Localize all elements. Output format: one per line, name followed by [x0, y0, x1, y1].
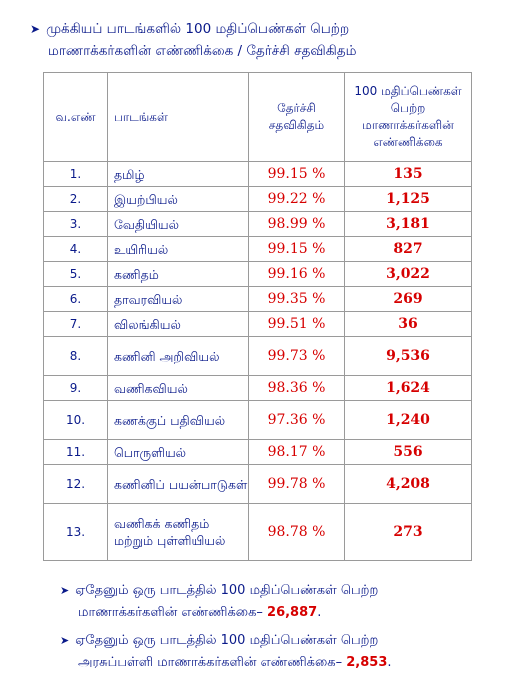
cell-sno: 8.: [43, 336, 108, 376]
cell-subject: தமிழ்: [107, 161, 249, 187]
footer-note-2: ➤ ஏதேனும் ஒரு பாடத்தில் 100 மதிப்பெண்கள் …: [60, 633, 392, 670]
cell-pass-percentage: 99.73 %: [248, 336, 345, 376]
heading-line-1: முக்கியப் பாடங்களில் 100 மதிப்பெண்கள் பெ…: [46, 21, 350, 37]
results-table: வ.எண் பாடங்கள் தேர்ச்சி சதவிகிதம் 100 மத…: [43, 72, 472, 561]
header-pass-percentage: தேர்ச்சி சதவிகிதம்: [248, 72, 345, 162]
cell-sno: 1.: [43, 161, 108, 187]
cell-pass-percentage: 98.17 %: [248, 439, 345, 465]
cell-sno: 6.: [43, 286, 108, 312]
table-row: 10. கணக்குப் பதிவியல் 97.36 % 1,240: [43, 400, 472, 440]
cell-centum-count: 556: [344, 439, 472, 465]
cell-pass-percentage: 97.36 %: [248, 400, 345, 440]
note2-line1: ஏதேனும் ஒரு பாடத்தில் 100 மதிப்பெண்கள் ப…: [75, 633, 379, 648]
cell-subject: வணிகவியல்: [107, 375, 249, 401]
header-subject: பாடங்கள்: [107, 72, 249, 162]
cell-pass-percentage: 98.36 %: [248, 375, 345, 401]
cell-sno: 3.: [43, 211, 108, 237]
table-row: 2. இயற்பியல் 99.22 % 1,125: [43, 186, 472, 212]
cell-centum-count: 1,240: [344, 400, 472, 440]
cell-centum-count: 3,181: [344, 211, 472, 237]
cell-sno: 13.: [43, 503, 108, 561]
table-row: 11. பொருளியல் 98.17 % 556: [43, 439, 472, 465]
cell-centum-count: 269: [344, 286, 472, 312]
cell-sno: 7.: [43, 311, 108, 337]
header-sno: வ.எண்: [43, 72, 108, 162]
arrow-bullet-icon: ➤: [60, 584, 70, 597]
table-row: 12. கணினிப் பயன்பாடுகள் 99.78 % 4,208: [43, 464, 472, 504]
cell-pass-percentage: 99.16 %: [248, 261, 345, 287]
table-row: 6. தாவரவியல் 99.35 % 269: [43, 286, 472, 312]
cell-subject: இயற்பியல்: [107, 186, 249, 212]
cell-centum-count: 1,624: [344, 375, 472, 401]
note2-value: 2,853: [346, 655, 388, 670]
cell-subject: பொருளியல்: [107, 439, 249, 465]
cell-subject: வேதியியல்: [107, 211, 249, 237]
cell-pass-percentage: 98.99 %: [248, 211, 345, 237]
cell-sno: 2.: [43, 186, 108, 212]
note1-line1: ஏதேனும் ஒரு பாடத்தில் 100 மதிப்பெண்கள் ப…: [75, 583, 379, 598]
table-row: 9. வணிகவியல் 98.36 % 1,624: [43, 375, 472, 401]
arrow-bullet-icon: ➤: [30, 22, 41, 36]
cell-subject: தாவரவியல்: [107, 286, 249, 312]
heading-line-2: மாணாக்கர்களின் எண்ணிக்கை / தேர்ச்சி சதவி…: [48, 43, 357, 59]
cell-subject: உயிரியல்: [107, 236, 249, 262]
cell-sno: 5.: [43, 261, 108, 287]
cell-pass-percentage: 99.22 %: [248, 186, 345, 212]
cell-subject: கணக்குப் பதிவியல்: [107, 400, 249, 440]
cell-centum-count: 1,125: [344, 186, 472, 212]
cell-pass-percentage: 99.15 %: [248, 161, 345, 187]
cell-subject: கணினிப் பயன்பாடுகள்: [107, 464, 249, 504]
cell-centum-count: 135: [344, 161, 472, 187]
cell-subject: வணிகக் கணிதம் மற்றும் புள்ளியியல்: [107, 503, 249, 561]
header-centum-count: 100 மதிப்பெண்கள் பெற்ற மாணாக்கர்களின் எண…: [344, 72, 472, 162]
table-row: 13. வணிகக் கணிதம் மற்றும் புள்ளியியல் 98…: [43, 503, 472, 561]
cell-centum-count: 273: [344, 503, 472, 561]
footer-note-1: ➤ ஏதேனும் ஒரு பாடத்தில் 100 மதிப்பெண்கள் …: [60, 583, 379, 620]
cell-pass-percentage: 99.51 %: [248, 311, 345, 337]
cell-sno: 9.: [43, 375, 108, 401]
cell-centum-count: 827: [344, 236, 472, 262]
cell-subject: கணிதம்: [107, 261, 249, 287]
note1-value: 26,887: [267, 605, 318, 620]
cell-sno: 4.: [43, 236, 108, 262]
table-header-row: வ.எண் பாடங்கள் தேர்ச்சி சதவிகிதம் 100 மத…: [43, 72, 472, 162]
cell-subject: கணினி அறிவியல்: [107, 336, 249, 376]
cell-pass-percentage: 99.35 %: [248, 286, 345, 312]
cell-centum-count: 36: [344, 311, 472, 337]
cell-pass-percentage: 99.78 %: [248, 464, 345, 504]
cell-sno: 11.: [43, 439, 108, 465]
note1-line2: மாணாக்கர்களின் எண்ணிக்கை–: [78, 605, 263, 620]
cell-centum-count: 9,536: [344, 336, 472, 376]
arrow-bullet-icon: ➤: [60, 634, 70, 647]
cell-pass-percentage: 99.15 %: [248, 236, 345, 262]
cell-centum-count: 3,022: [344, 261, 472, 287]
cell-pass-percentage: 98.78 %: [248, 503, 345, 561]
cell-centum-count: 4,208: [344, 464, 472, 504]
cell-sno: 10.: [43, 400, 108, 440]
cell-subject: விலங்கியல்: [107, 311, 249, 337]
table-row: 1. தமிழ் 99.15 % 135: [43, 161, 472, 187]
table-row: 8. கணினி அறிவியல் 99.73 % 9,536: [43, 336, 472, 376]
table-row: 5. கணிதம் 99.16 % 3,022: [43, 261, 472, 287]
table-row: 7. விலங்கியல் 99.51 % 36: [43, 311, 472, 337]
table-row: 4. உயிரியல் 99.15 % 827: [43, 236, 472, 262]
page-heading: ➤ முக்கியப் பாடங்களில் 100 மதிப்பெண்கள் ப…: [30, 18, 490, 62]
table-row: 3. வேதியியல் 98.99 % 3,181: [43, 211, 472, 237]
cell-sno: 12.: [43, 464, 108, 504]
note2-line2: அரசுப்பள்ளி மாணாக்கர்களின் எண்ணிக்கை–: [78, 655, 343, 670]
